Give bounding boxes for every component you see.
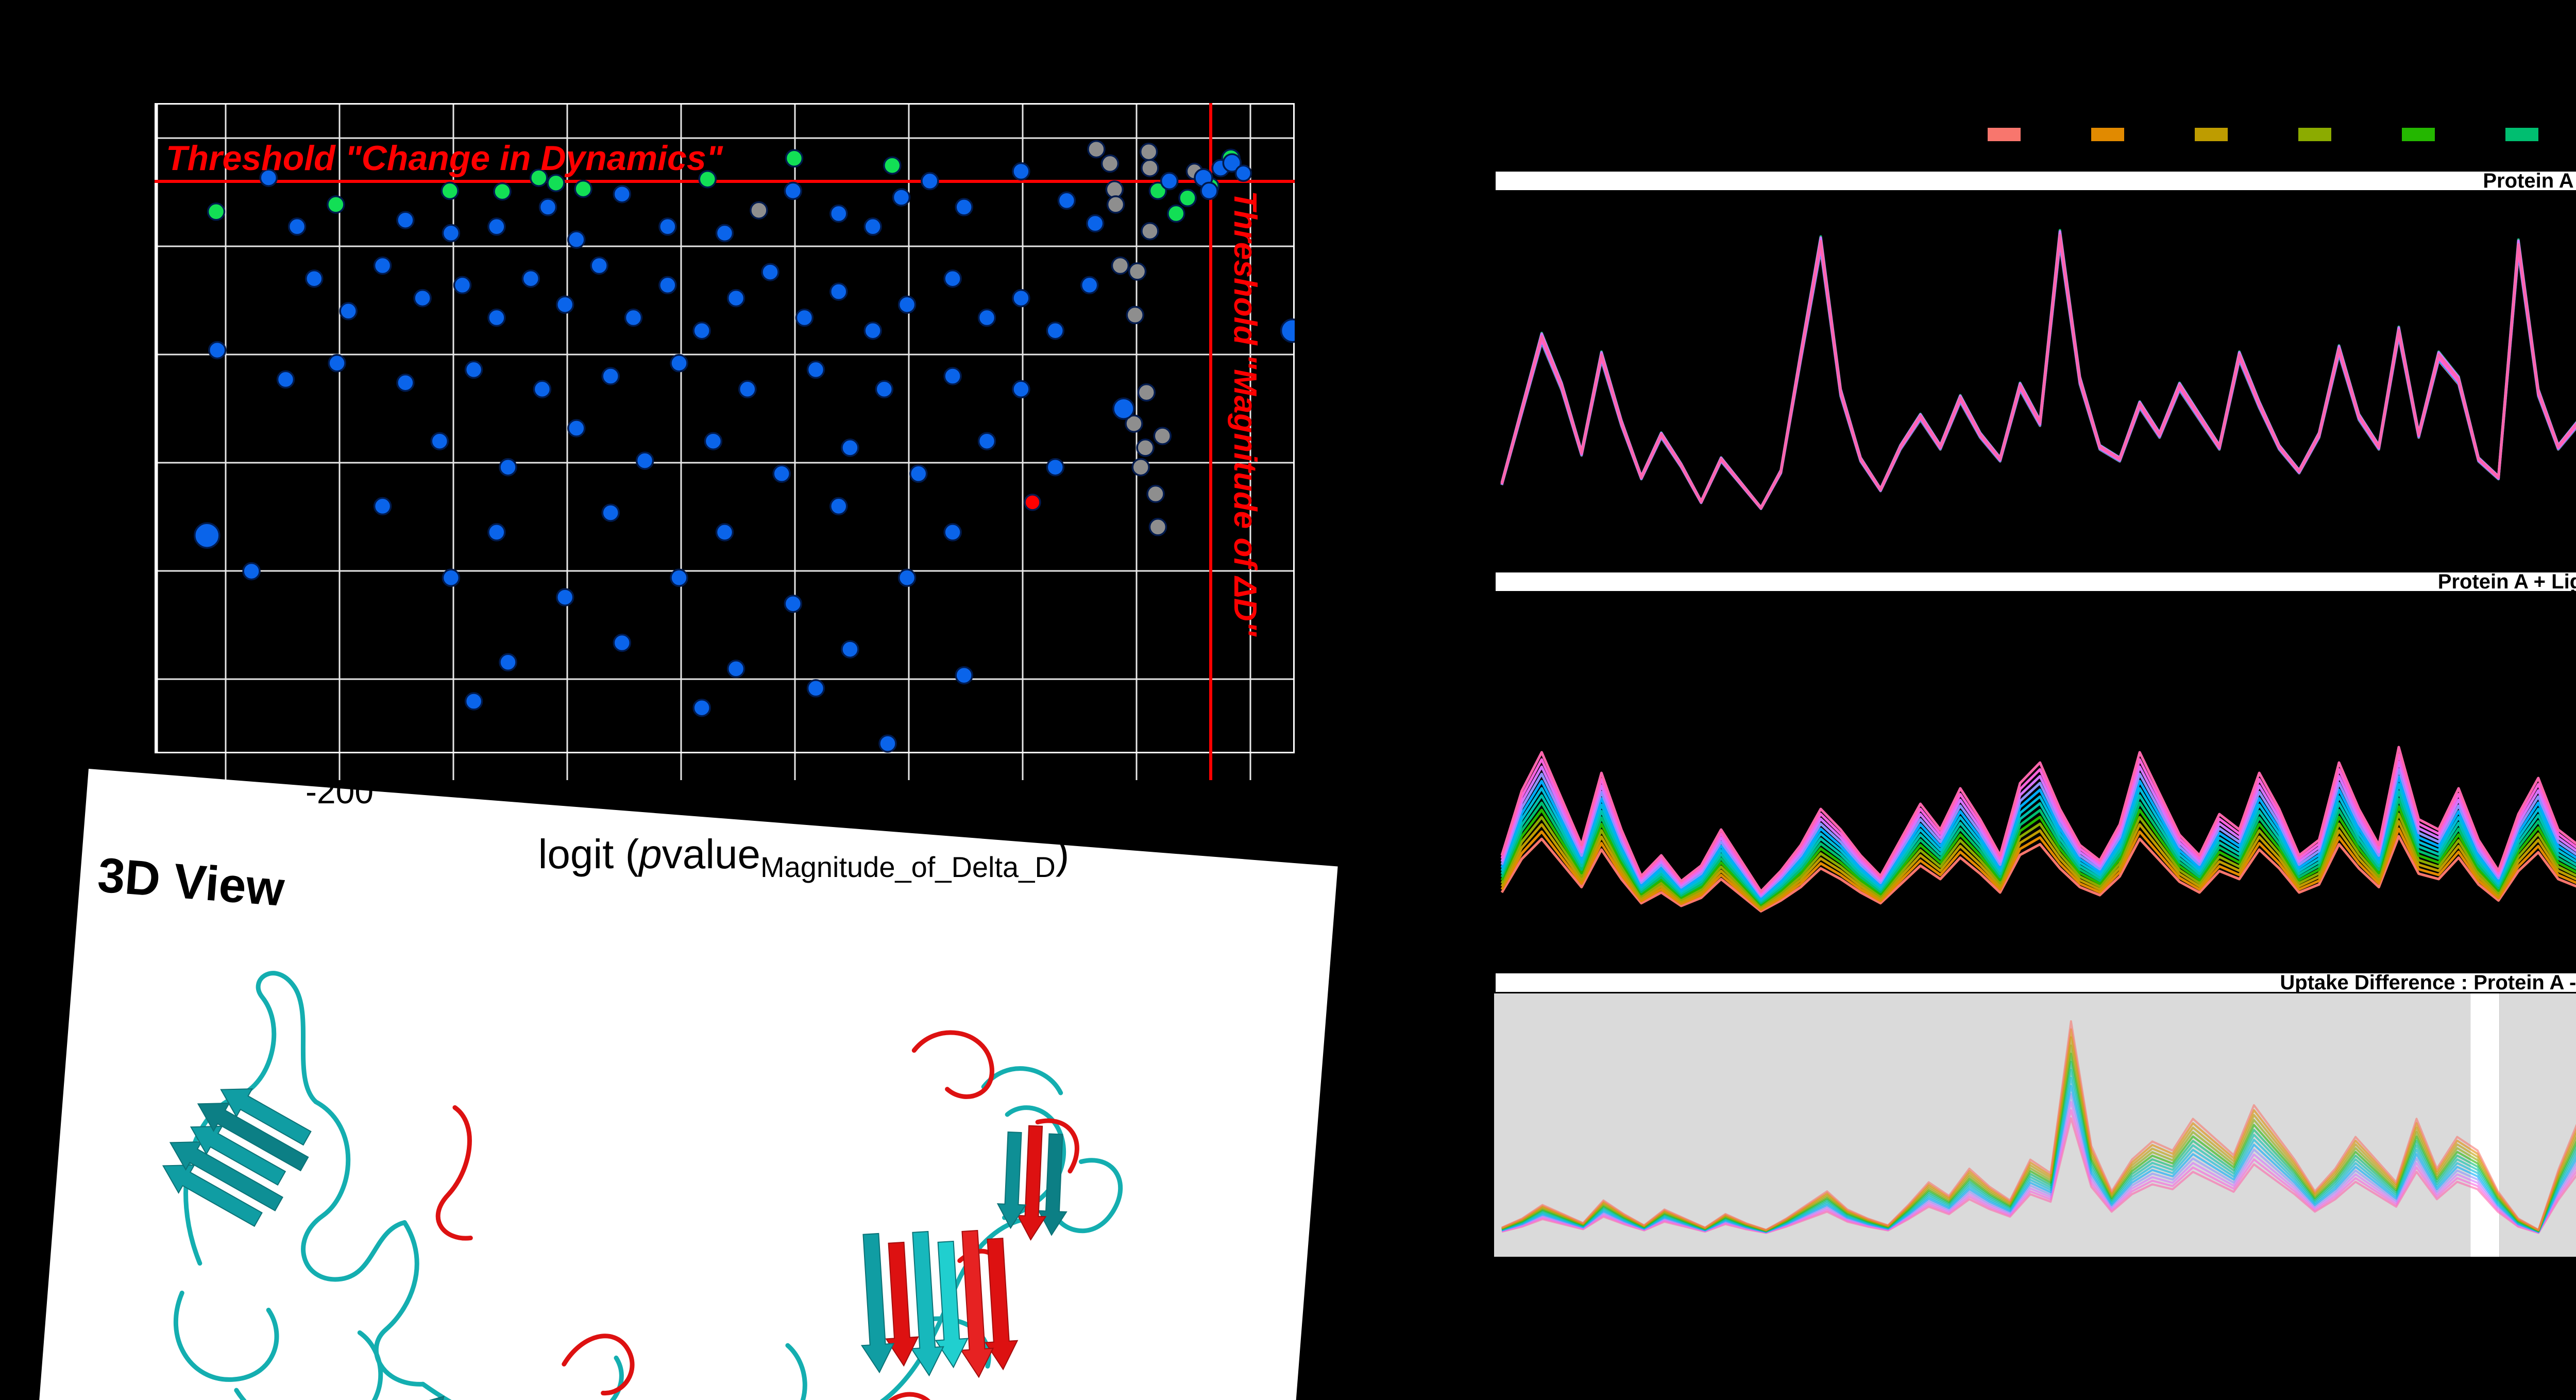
- x-tick--100: -100: [533, 772, 602, 811]
- 3d-view-title: 3D View: [95, 848, 286, 917]
- uptake-chart-protein-a[interactable]: [1494, 192, 2576, 559]
- protein-sheet-left: [162, 1088, 312, 1227]
- legend-key-timepoint-6[interactable]: [2505, 128, 2538, 141]
- x-tick--200: -200: [305, 772, 374, 811]
- volcano-threshold-lines: [155, 103, 1295, 780]
- timepoint-legend: [1988, 128, 2576, 141]
- protein-sheet-right: [860, 1229, 1019, 1378]
- legend-key-timepoint-2[interactable]: [2091, 128, 2124, 141]
- volcano-x-axis-title: logit (pvalueMagnitude_of_Delta_D): [443, 831, 1164, 884]
- volcano-points[interactable]: [194, 140, 1295, 753]
- strip-protein-a-label: Protein A: [2483, 170, 2574, 192]
- volcano-gridlines: [155, 103, 1295, 780]
- xlabel-subscript: Magnitude_of_Delta_D: [760, 851, 1056, 883]
- legend-key-timepoint-3[interactable]: [2195, 128, 2228, 141]
- legend-key-timepoint-5[interactable]: [2402, 128, 2435, 141]
- threshold-change-in-dynamics-label: Threshold "Change in Dynamics": [166, 139, 723, 178]
- xlabel-suffix: ): [1055, 831, 1070, 877]
- strip-uptake-difference: Uptake Difference : Protein A - (Protein…: [1494, 972, 2576, 993]
- protein-sheet-right-top: [996, 1125, 1067, 1241]
- strip-protein-a: Protein A: [1494, 170, 2576, 192]
- legend-key-timepoint-1[interactable]: [1988, 128, 2021, 141]
- strip-protein-a-ligand: Protein A + Ligand: [1494, 571, 2576, 593]
- strip-protein-a-ligand-label: Protein A + Ligand: [2437, 570, 2576, 593]
- xlabel-p: p: [639, 831, 662, 877]
- protein-loops: [173, 971, 1123, 1400]
- protein-sheet-middle-1: [414, 1395, 548, 1400]
- strip-uptake-difference-label: Uptake Difference : Protein A - (Protein…: [2280, 971, 2576, 994]
- protein-structure-3d[interactable]: [99, 929, 1268, 1400]
- xlabel-prefix: logit (: [538, 831, 639, 877]
- volcano-plot[interactable]: Threshold "Change in Dynamics" Threshold…: [155, 103, 1295, 788]
- 3d-view-panel[interactable]: 3D View: [26, 769, 1338, 1400]
- legend-key-timepoint-4[interactable]: [2298, 128, 2331, 141]
- threshold-magnitude-label: Threshold "Magnitude of ΔD": [1227, 191, 1263, 637]
- uptake-chart-protein-a-ligand[interactable]: [1494, 593, 2576, 956]
- uptake-difference-chart[interactable]: [1494, 993, 2576, 1260]
- xlabel-value: value: [662, 831, 760, 877]
